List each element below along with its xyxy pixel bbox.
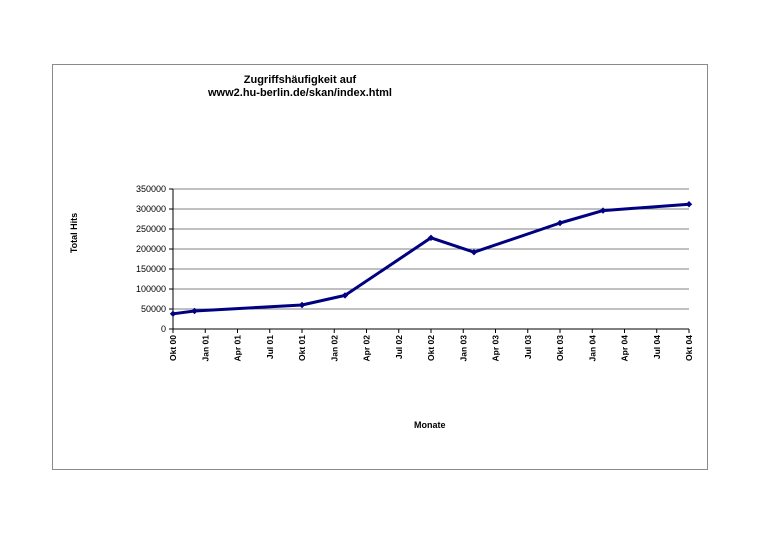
y-tick-label: 300000 [136,204,166,214]
y-tick-label: 150000 [136,264,166,274]
chart-title-line-1: Zugriffshäufigkeit auf [243,74,357,86]
data-point [191,307,198,315]
y-tick-label: 350000 [136,184,166,194]
data-point [685,201,693,208]
x-tick-label: Apr 01 [233,335,243,362]
x-axis-label: Monate [414,420,446,430]
data-point [599,207,607,214]
x-tick-label: Okt 02 [426,335,436,361]
chart-title: Zugriffshäufigkeit auf www2.hu-berlin.de… [150,74,450,100]
x-tick-label: Jan 01 [200,335,210,362]
x-tick-label: Okt 03 [555,335,565,361]
x-tick-label: Jul 03 [523,335,533,359]
x-tick-label: Okt 04 [684,335,694,361]
x-tick-label: Apr 04 [620,335,630,362]
data-point [169,310,177,317]
x-tick-label: Jul 02 [394,335,404,359]
y-tick-label: 0 [161,324,166,334]
data-point [470,249,478,256]
series-line [171,202,691,316]
x-tick-label: Jul 04 [652,335,662,359]
y-tick-label: 50000 [141,304,166,314]
y-tick-label: 250000 [136,224,166,234]
x-tick-label: Okt 01 [297,335,307,361]
x-tick-label: Jul 01 [265,335,275,359]
x-tick-label: Apr 02 [362,335,372,362]
x-tick-label: Okt 00 [168,335,178,361]
chart-frame [52,64,708,470]
data-point [427,234,435,241]
data-point [298,301,306,309]
data-point [341,292,349,299]
x-tick-label: Jan 03 [458,335,468,362]
x-tick-label: Apr 03 [491,335,501,362]
data-point [556,219,564,227]
x-tick-label: Jan 02 [329,335,339,362]
y-tick-label: 200000 [136,244,166,254]
chart-title-line-2: www2.hu-berlin.de/skan/index.html [208,87,392,99]
y-tick-label: 100000 [136,284,166,294]
x-tick-label: Jan 04 [587,335,597,362]
